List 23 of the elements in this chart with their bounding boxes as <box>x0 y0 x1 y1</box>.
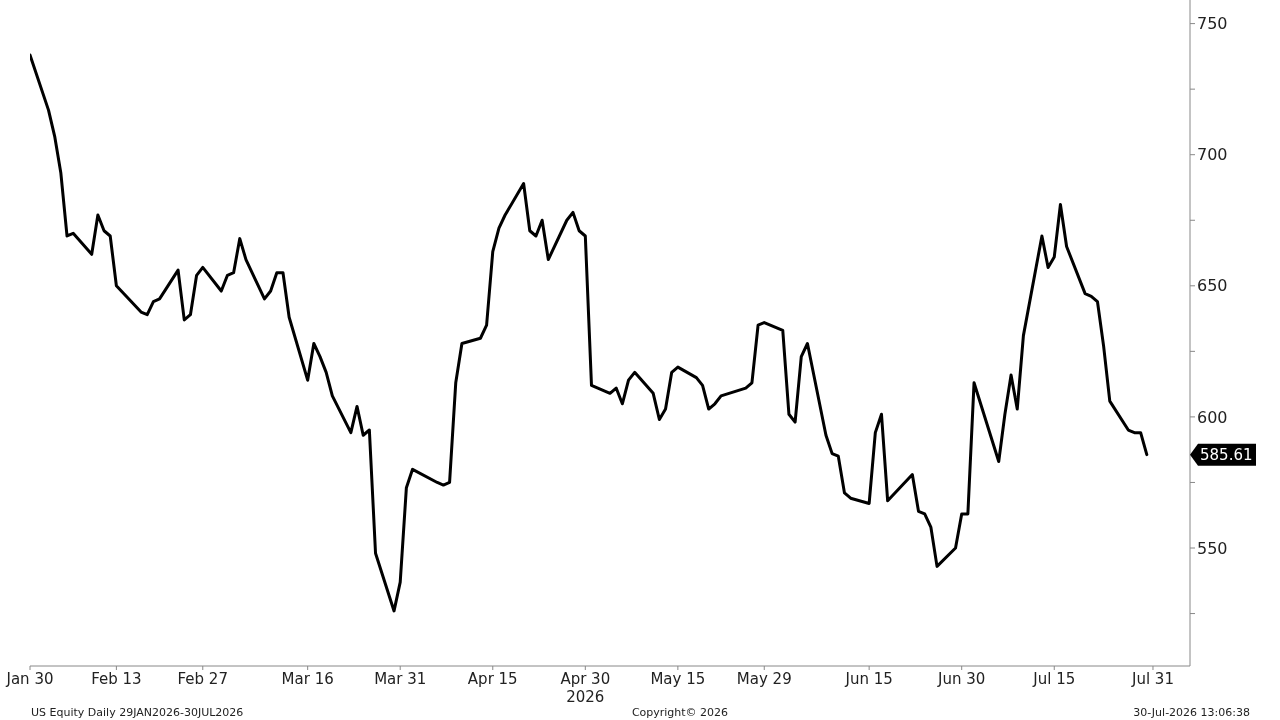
line-series <box>30 53 1149 613</box>
x-tick-label: Jul 15 <box>1032 669 1076 688</box>
text: 585.61 <box>1200 446 1253 465</box>
x-tick-label: May 29 <box>736 669 792 688</box>
x-tick-label: Apr 30 2026 <box>560 669 611 706</box>
x-tick-label: Mar 16 <box>281 669 334 688</box>
x-tick-label: Jan 30 <box>5 669 54 688</box>
x-tick-label: Feb 27 <box>177 669 228 688</box>
y-tick-label: 700 <box>1197 145 1228 165</box>
y-tick-label: 600 <box>1197 407 1228 427</box>
y-tick-label: 650 <box>1197 276 1228 296</box>
x-tick-label: Apr 15 <box>467 669 518 688</box>
text: US Equity Daily 29JAN2026-30JUL2026 <box>31 706 244 719</box>
y-tick-label: 550 <box>1197 538 1228 558</box>
x-tick-label: Jun 15 <box>844 669 893 688</box>
x-tick-label: Mar 31 <box>374 669 427 688</box>
text: 30-Jul-2026 13:06:38 <box>1133 706 1250 719</box>
text: Copyright© 2026 <box>631 706 729 719</box>
x-tick-label: Jul 31 <box>1131 669 1174 688</box>
y-tick-label: 750 <box>1197 14 1228 34</box>
x-tick-label: Jun 30 <box>937 669 986 688</box>
x-tick-label: Feb 13 <box>91 669 142 688</box>
x-tick-label: May 15 <box>650 669 706 688</box>
